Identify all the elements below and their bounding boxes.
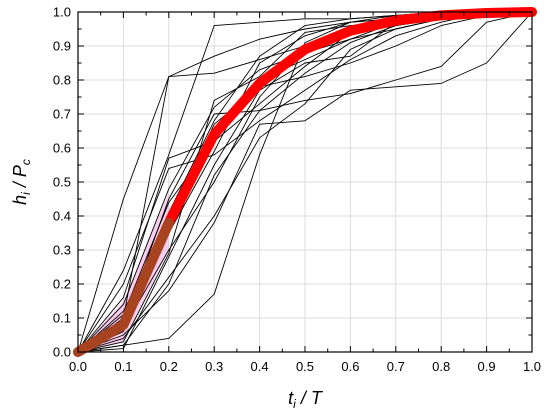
y-axis-title-sub1: i bbox=[19, 192, 33, 195]
x-tick-label-3: 0.3 bbox=[205, 359, 223, 374]
y-tick-label-6: 0.6 bbox=[53, 141, 71, 156]
y-tick-label-2: 0.2 bbox=[53, 277, 71, 292]
y-tick-label-4: 0.4 bbox=[53, 209, 71, 224]
y-tick-label-10: 1.0 bbox=[53, 5, 71, 20]
y-tick-label-3: 0.3 bbox=[53, 243, 71, 258]
x-tick-label-10: 1.0 bbox=[523, 359, 541, 374]
x-tick-label-8: 0.8 bbox=[432, 359, 450, 374]
y-axis-title-sep: / bbox=[10, 177, 30, 192]
y-axis-title-sub2: c bbox=[19, 159, 33, 165]
tick-labels: 0.0 0.1 0.2 0.3 0.4 0.5 0.6 0.7 0.8 0.9 1.0 0.0 0.1 0… bbox=[53, 5, 541, 375]
y-tick-label-9: 0.9 bbox=[53, 39, 71, 54]
x-axis-title-rest: / T bbox=[296, 388, 324, 408]
y-axis-title-base2: P bbox=[10, 165, 30, 177]
x-tick-label-9: 0.9 bbox=[478, 359, 496, 374]
x-tick-label-5: 0.5 bbox=[296, 359, 314, 374]
x-tick-label-1: 0.1 bbox=[114, 359, 132, 374]
series-line-5 bbox=[77, 11, 533, 353]
y-tick-label-5: 0.5 bbox=[53, 175, 71, 190]
y-tick-label-8: 0.8 bbox=[53, 73, 71, 88]
x-tick-label-0: 0.0 bbox=[69, 359, 87, 374]
x-tick-label-4: 0.4 bbox=[251, 359, 269, 374]
x-tick-label-2: 0.2 bbox=[160, 359, 178, 374]
ticks bbox=[77, 11, 533, 353]
x-axis-title: ti / T bbox=[288, 388, 324, 411]
y-tick-label-0: 0.0 bbox=[53, 345, 71, 360]
y-axis-title-base1: h bbox=[10, 195, 30, 205]
x-axis-title-base: t bbox=[288, 388, 294, 408]
mean-layer bbox=[73, 7, 537, 357]
y-axis-title: hi / Pc bbox=[10, 159, 33, 205]
x-tick-label-6: 0.6 bbox=[341, 359, 359, 374]
x-tick-label-7: 0.7 bbox=[387, 359, 405, 374]
y-tick-label-1: 0.1 bbox=[53, 311, 71, 326]
x-axis-title-sub: i bbox=[293, 397, 296, 411]
mean-line-band-overlap bbox=[73, 217, 174, 357]
y-tick-label-7: 0.7 bbox=[53, 107, 71, 122]
